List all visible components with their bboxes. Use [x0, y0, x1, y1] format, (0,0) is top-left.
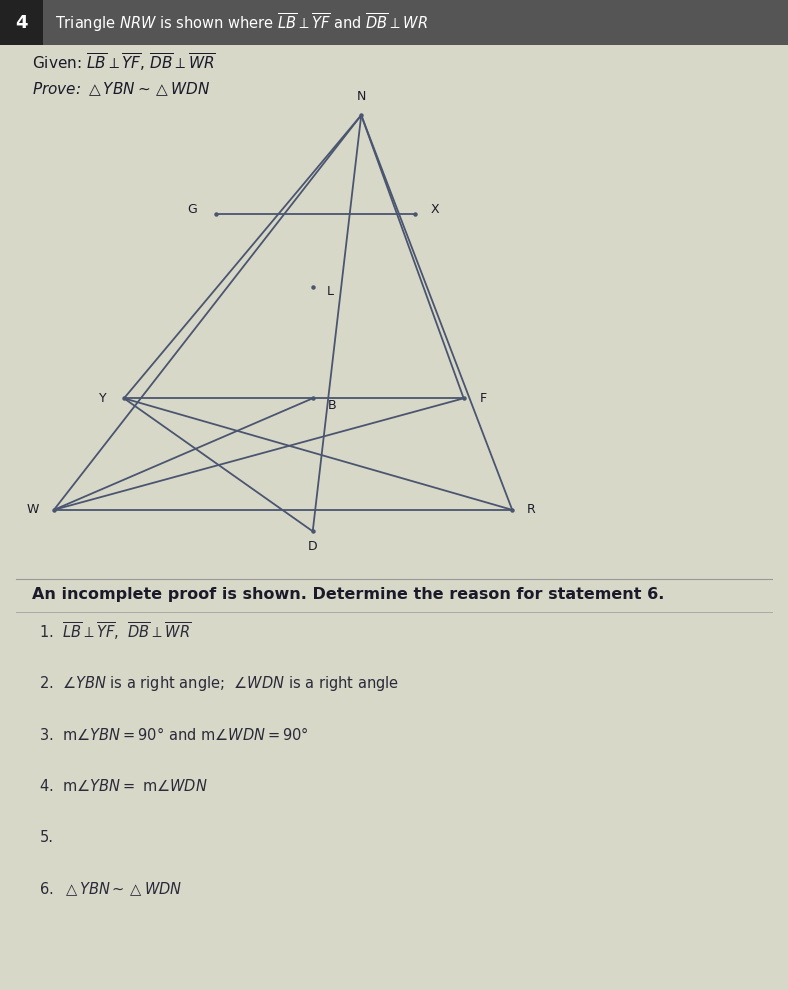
Text: Y: Y	[98, 392, 106, 405]
Text: Given: $\overline{LB} \perp \overline{YF}$, $\overline{DB} \perp \overline{WR}$: Given: $\overline{LB} \perp \overline{YF…	[32, 51, 215, 73]
Text: G: G	[187, 203, 197, 216]
Text: An incomplete proof is shown. Determine the reason for statement 6.: An incomplete proof is shown. Determine …	[32, 586, 664, 602]
Text: 1.  $\overline{LB} \perp \overline{YF}$,  $\overline{DB} \perp \overline{WR}$: 1. $\overline{LB} \perp \overline{YF}$, …	[39, 621, 191, 643]
Text: L: L	[326, 284, 333, 298]
Text: B: B	[328, 399, 336, 412]
Text: R: R	[527, 503, 536, 517]
Text: 6.  $\triangle YBN \sim \triangle WDN$: 6. $\triangle YBN \sim \triangle WDN$	[39, 880, 183, 898]
Text: 4.  m$\angle YBN =$ m$\angle WDN$: 4. m$\angle YBN =$ m$\angle WDN$	[39, 778, 208, 794]
Text: D: D	[308, 541, 318, 553]
Text: 3.  m$\angle YBN = 90°$ and m$\angle WDN = 90°$: 3. m$\angle YBN = 90°$ and m$\angle WDN …	[39, 726, 309, 743]
Text: N: N	[356, 90, 366, 103]
Text: F: F	[480, 392, 487, 405]
Text: Prove: $\triangle YBN \sim \triangle WDN$: Prove: $\triangle YBN \sim \triangle WDN…	[32, 80, 210, 98]
Text: X: X	[430, 203, 439, 216]
Text: 4: 4	[15, 14, 28, 32]
Text: Triangle $NRW$ is shown where $\overline{LB} \perp \overline{YF}$ and $\overline: Triangle $NRW$ is shown where $\overline…	[55, 12, 428, 34]
Text: 2.  $\angle YBN$ is a right angle;  $\angle WDN$ is a right angle: 2. $\angle YBN$ is a right angle; $\angl…	[39, 673, 400, 693]
Text: W: W	[26, 503, 39, 517]
Text: 5.: 5.	[39, 830, 54, 845]
